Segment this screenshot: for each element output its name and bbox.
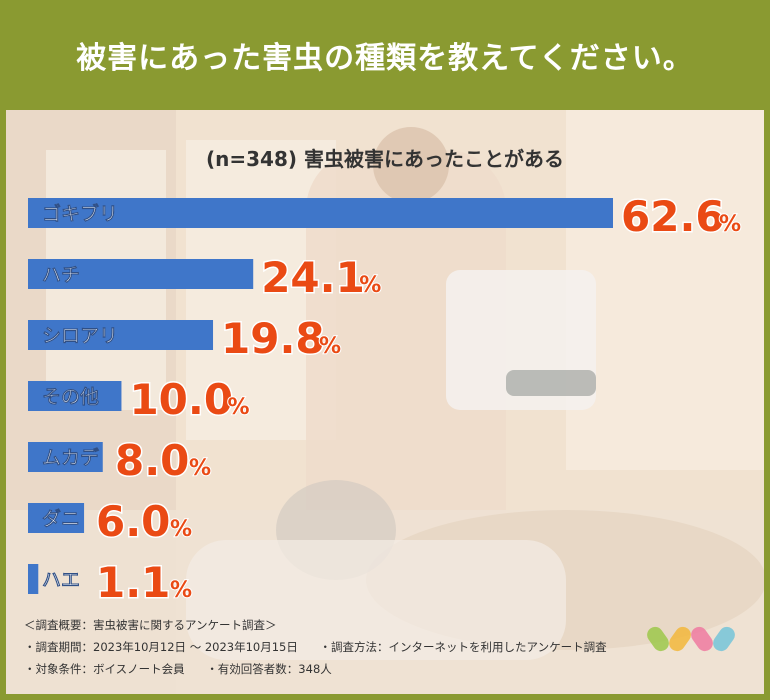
category-label-5: ダニ bbox=[42, 507, 80, 530]
value-label-2: 19.8 bbox=[221, 314, 325, 363]
bar-chart: (n=348) 害虫被害にあったことがある ゴキブリ 62.6% ハチ 24.1% シロ… bbox=[28, 147, 742, 609]
survey-period: ・調査期間：2023年10月12日 〜 2023年10月15日 bbox=[24, 640, 298, 654]
value-unit-0: % bbox=[719, 212, 741, 237]
brand-logo-icon bbox=[647, 626, 735, 652]
bar-3 bbox=[28, 381, 122, 411]
category-label-0: ゴキブリ bbox=[42, 202, 118, 225]
category-label-3: その他 bbox=[42, 385, 99, 408]
value-label-1: 24.1 bbox=[261, 253, 365, 302]
header-banner: 被害にあった害虫の種類を教えてください。 bbox=[0, 0, 770, 110]
bar-5 bbox=[28, 503, 85, 533]
value-label-0: 62.6 bbox=[621, 192, 725, 241]
value-label-3: 10.0 bbox=[129, 375, 233, 424]
bar-0 bbox=[28, 198, 613, 228]
category-label-4: ムカデ bbox=[42, 446, 100, 469]
category-label-6: ハエ bbox=[42, 569, 80, 591]
category-label-2: シロアリ bbox=[42, 325, 118, 347]
survey-info: ＜調査概要：害虫被害に関するアンケート調査＞ ・調査期間：2023年10月12日… bbox=[24, 614, 625, 680]
value-unit-6: % bbox=[170, 578, 192, 603]
value-label-4: 8.0 bbox=[115, 436, 189, 485]
bar-2 bbox=[28, 320, 214, 350]
value-label-5: 6.0 bbox=[96, 497, 170, 546]
value-unit-4: % bbox=[189, 456, 211, 481]
survey-overview: ＜調査概要：害虫被害に関するアンケート調査＞ bbox=[24, 618, 277, 632]
value-label-6: 1.1 bbox=[96, 558, 170, 607]
survey-respondents: ・有効回答者数：348人 bbox=[206, 662, 332, 676]
bar-4 bbox=[28, 442, 103, 472]
chart-panel: (n=348) 害虫被害にあったことがある ゴキブリ 62.6% ハチ 24.1% シロ… bbox=[6, 110, 764, 694]
bar-1 bbox=[28, 259, 254, 289]
category-label-1: ハチ bbox=[42, 264, 80, 286]
survey-method: ・調査方法：インターネットを利用したアンケート調査 bbox=[319, 640, 607, 654]
value-unit-1: % bbox=[359, 273, 381, 298]
survey-target: ・対象条件：ボイスノート会員 bbox=[24, 662, 185, 676]
chart-title: (n=348) 害虫被害にあったことがある bbox=[206, 147, 564, 171]
value-unit-3: % bbox=[227, 395, 249, 420]
page-title: 被害にあった害虫の種類を教えてください。 bbox=[76, 41, 694, 76]
value-unit-5: % bbox=[170, 517, 192, 542]
bar-6 bbox=[28, 564, 39, 594]
value-unit-2: % bbox=[319, 334, 341, 359]
